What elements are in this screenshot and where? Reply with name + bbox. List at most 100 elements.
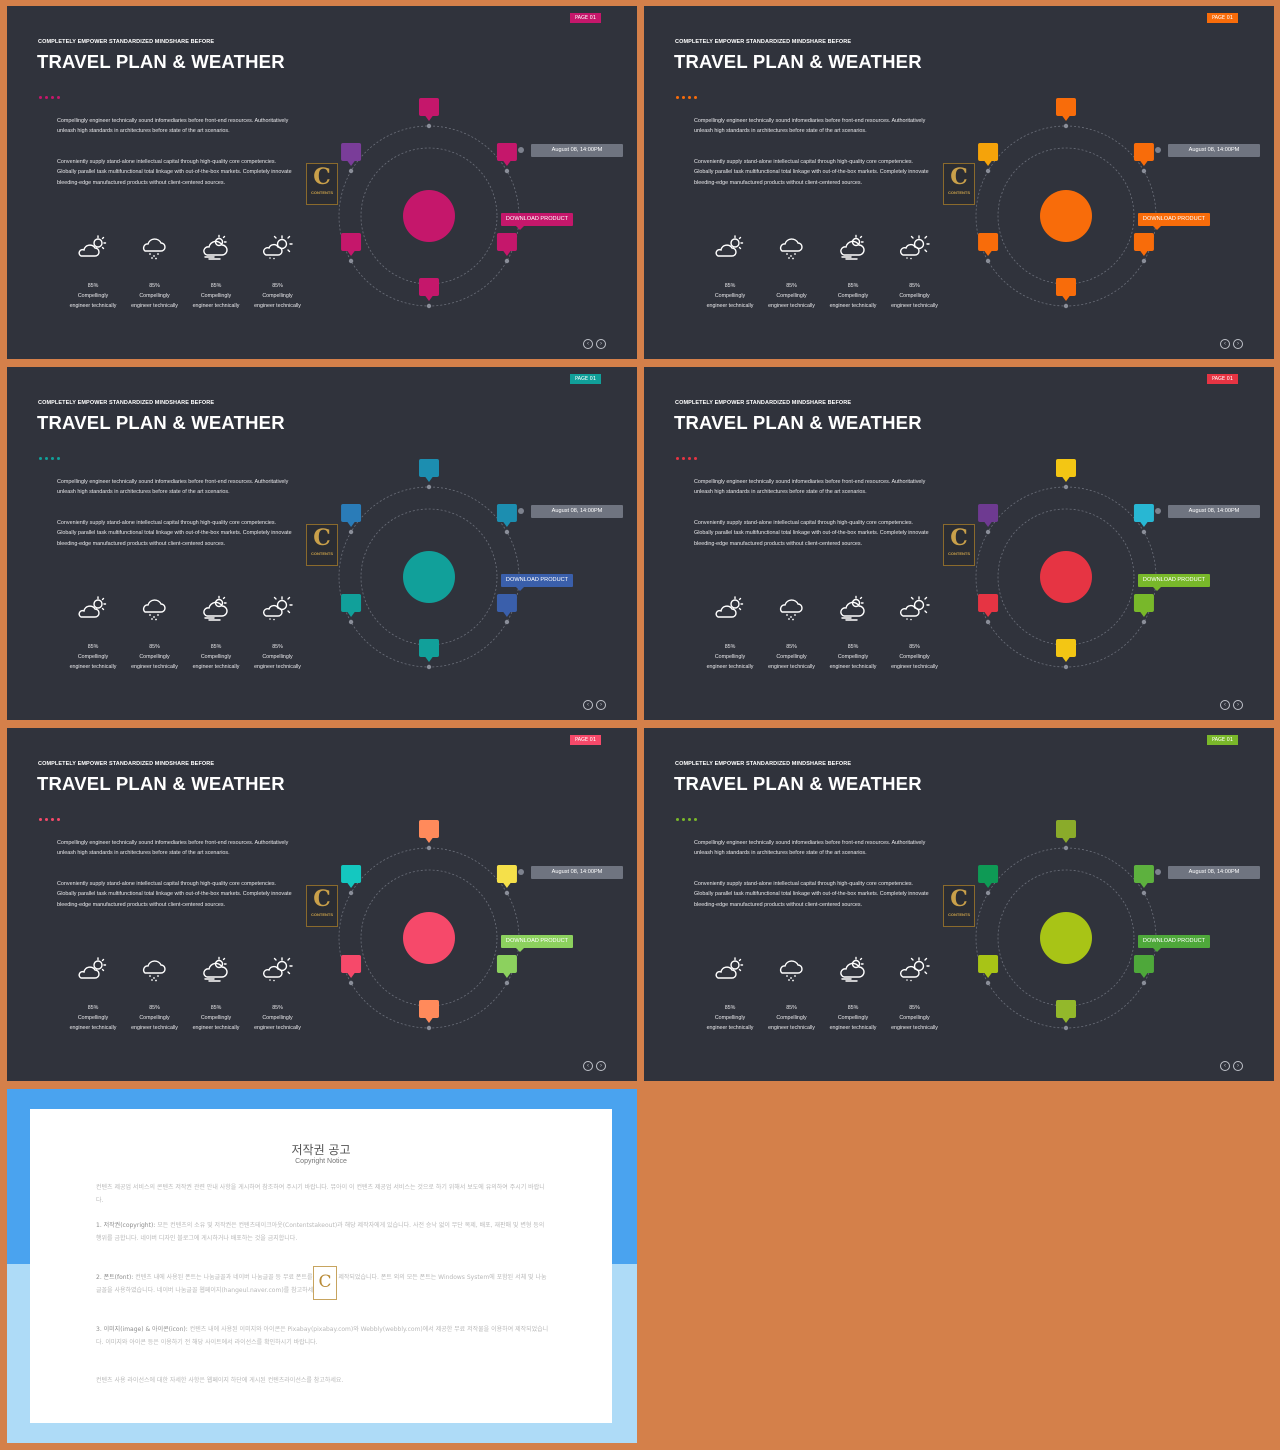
location-pin-icon[interactable] (1056, 820, 1076, 843)
weather-caption: 85% Compellingly engineer technically (880, 1003, 950, 1033)
location-pin-icon[interactable] (419, 639, 439, 662)
next-arrow-icon[interactable]: › (1233, 700, 1243, 710)
detail-paragraph: Conveniently supply stand-alone intellec… (57, 881, 292, 908)
accent-dot (688, 818, 691, 821)
weather-line-1: Compellingly (200, 293, 232, 299)
partly-cloudy-icon (78, 235, 107, 257)
location-pin-icon[interactable] (341, 504, 362, 527)
location-pin-icon[interactable] (978, 955, 999, 978)
location-pin-icon[interactable] (419, 459, 439, 482)
location-pin-icon[interactable] (1133, 143, 1154, 166)
weather-line-1: Compellingly (200, 654, 232, 660)
location-pin-icon[interactable] (1133, 594, 1154, 617)
location-pin-icon[interactable] (341, 143, 362, 166)
location-pin-icon[interactable] (1056, 639, 1076, 662)
orbit-dot (348, 890, 354, 896)
download-product-button[interactable]: DOWNLOAD PRODUCT (1138, 935, 1210, 952)
location-pin-icon[interactable] (978, 865, 999, 888)
location-pin-icon[interactable] (1056, 98, 1076, 121)
location-pin-icon[interactable] (1056, 278, 1076, 301)
partly-cloudy-icon (715, 596, 744, 618)
prev-arrow-icon[interactable]: ‹ (583, 1061, 593, 1071)
location-pin-icon[interactable] (419, 98, 439, 121)
weather-line-2: engineer technically (131, 303, 178, 309)
next-arrow-icon[interactable]: › (596, 700, 606, 710)
weather-percent: 85% (87, 644, 99, 650)
orbit-dot (426, 123, 432, 129)
download-product-button[interactable]: DOWNLOAD PRODUCT (1138, 213, 1210, 230)
location-pin-icon[interactable] (419, 820, 439, 843)
orbit-dot (426, 303, 432, 309)
sun-circle (403, 551, 455, 603)
weather-line-1: Compellingly (200, 1015, 232, 1021)
location-pin-icon[interactable] (496, 143, 517, 166)
orbit-dot (985, 168, 991, 174)
location-pin-icon[interactable] (1133, 233, 1154, 256)
date-label: August 08, 14:00PM (531, 505, 623, 518)
page-tag: PAGE 01 (1206, 13, 1238, 23)
location-pin-icon[interactable] (1133, 955, 1154, 978)
next-arrow-icon[interactable]: › (1233, 1061, 1243, 1071)
location-pin-icon[interactable] (341, 594, 362, 617)
location-pin-icon[interactable] (978, 504, 999, 527)
weather-line-1: Compellingly (77, 1015, 109, 1021)
weather-caption: 85% Compellingly engineer technically (757, 281, 827, 311)
location-pin-icon[interactable] (341, 233, 362, 256)
download-product-button[interactable]: DOWNLOAD PRODUCT (1138, 574, 1210, 591)
weather-line-1: Compellingly (837, 293, 869, 299)
download-product-button[interactable]: DOWNLOAD PRODUCT (501, 213, 573, 230)
weather-caption: 85% Compellingly engineer technically (181, 642, 251, 672)
weather-line-1: Compellingly (776, 654, 807, 660)
accent-dots (676, 808, 700, 826)
location-pin-icon[interactable] (978, 233, 999, 256)
location-pin-icon[interactable] (496, 865, 517, 888)
weather-icon-box (899, 956, 931, 982)
weather-line-2: engineer technically (192, 664, 240, 670)
weather-percent: 85% (87, 1005, 99, 1011)
prev-arrow-icon[interactable]: ‹ (583, 339, 593, 349)
location-pin-icon[interactable] (1056, 1000, 1076, 1023)
detail-paragraph: Conveniently supply stand-alone intellec… (694, 520, 929, 547)
weather-icon-box (77, 234, 109, 260)
location-pin-icon[interactable] (496, 504, 517, 527)
prev-arrow-icon[interactable]: ‹ (1220, 700, 1230, 710)
weather-caption: 85% Compellingly engineer technically (243, 1003, 313, 1033)
location-pin-icon[interactable] (341, 865, 362, 888)
location-pin-icon[interactable] (978, 143, 999, 166)
prev-arrow-icon[interactable]: ‹ (1220, 1061, 1230, 1071)
next-arrow-icon[interactable]: › (1233, 339, 1243, 349)
location-pin-icon[interactable] (496, 955, 517, 978)
location-pin-icon[interactable] (1133, 865, 1154, 888)
download-product-button[interactable]: DOWNLOAD PRODUCT (501, 574, 573, 591)
location-pin-icon[interactable] (1133, 504, 1154, 527)
weather-icon-box (200, 595, 232, 621)
orbit-dot (348, 619, 354, 625)
location-pin-icon[interactable] (341, 955, 362, 978)
weather-line-2: engineer technically (891, 664, 938, 670)
location-pin-icon[interactable] (419, 278, 439, 301)
location-pin-icon[interactable] (419, 1000, 439, 1023)
contents-logo: C CONTENTS (306, 885, 338, 927)
accent-dot (45, 96, 48, 99)
prev-arrow-icon[interactable]: ‹ (1220, 339, 1230, 349)
weather-line-2: engineer technically (69, 664, 117, 670)
orbit-ring (997, 508, 1135, 646)
orbit-dot (985, 619, 991, 625)
orbit-dot (1063, 664, 1069, 670)
weather-caption: 85% Compellingly engineer technically (243, 281, 313, 311)
accent-dot (45, 818, 48, 821)
weather-icon-box (776, 956, 808, 982)
download-product-button[interactable]: DOWNLOAD PRODUCT (501, 935, 573, 952)
slide: PAGE 01 COMPLETELY EMPOWER STANDARDIZED M… (644, 367, 1274, 720)
location-pin-icon[interactable] (1056, 459, 1076, 482)
weather-line-1: Compellingly (837, 654, 869, 660)
accent-dot (39, 457, 42, 460)
prev-arrow-icon[interactable]: ‹ (583, 700, 593, 710)
location-pin-icon[interactable] (978, 594, 999, 617)
next-arrow-icon[interactable]: › (596, 1061, 606, 1071)
partly-cloudy-icon (78, 596, 107, 618)
location-pin-icon[interactable] (496, 594, 517, 617)
intro-paragraph: Compellingly engineer technically sound … (57, 840, 289, 857)
next-arrow-icon[interactable]: › (596, 339, 606, 349)
location-pin-icon[interactable] (496, 233, 517, 256)
